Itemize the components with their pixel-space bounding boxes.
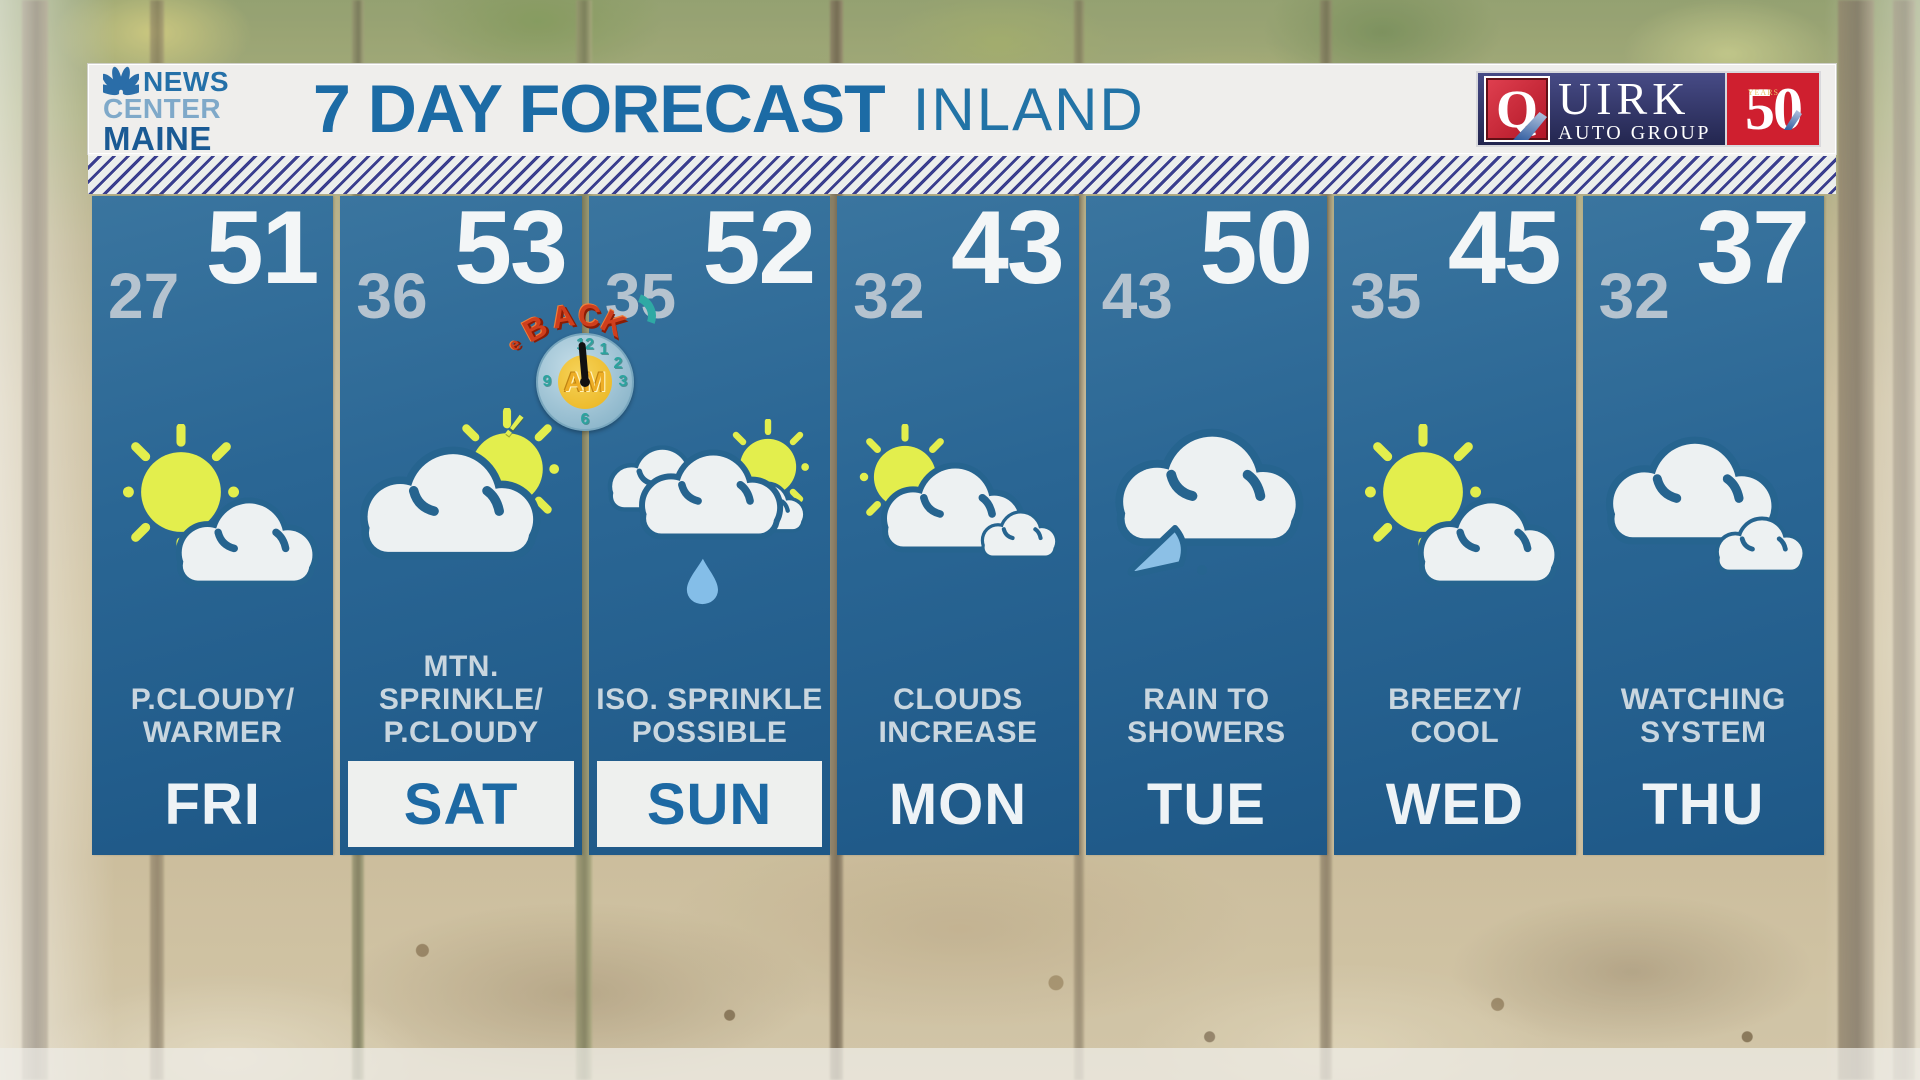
day-label: WED xyxy=(1385,771,1525,837)
cloud-rain-icon xyxy=(1086,350,1327,683)
clock-face-icon: 12 1 2 3 6 9 AM xyxy=(536,333,634,431)
high-temp: 51 xyxy=(205,190,320,306)
hatched-divider xyxy=(88,154,1836,194)
low-temp: 27 xyxy=(108,260,180,332)
arc-letter: A xyxy=(549,297,578,336)
quirk-q-icon: Q xyxy=(1484,76,1551,142)
day-label: SUN xyxy=(596,761,823,847)
day-label: TUE xyxy=(1146,771,1266,837)
condition-label: ISO. SPRINKLE POSSIBLE xyxy=(596,683,823,749)
day-panel-fri: 27 51 P.CLOUDY/ WARMER FRI xyxy=(92,190,334,855)
high-temp: 45 xyxy=(1447,190,1562,306)
fall-back-clock-badge: e B A C K 12 1 2 3 6 9 AM ! xyxy=(498,285,664,445)
low-temp: 35 xyxy=(604,260,677,332)
condition-label: MTN. SPRINKLE/ P.CLOUDY xyxy=(378,650,544,749)
station-name-center: CENTER xyxy=(103,93,222,125)
station-logo: NEWS CENTER MAINE xyxy=(103,64,299,157)
station-name-maine: MAINE xyxy=(103,119,212,157)
day-label: SAT xyxy=(348,761,574,847)
condition-label: WATCHING SYSTEM xyxy=(1620,683,1786,749)
condition-label: BREEZY/ COOL xyxy=(1388,683,1522,749)
condition-label: CLOUDS INCREASE xyxy=(878,683,1038,749)
sponsor-name: UIRK xyxy=(1558,72,1691,124)
sun-cloud-icon xyxy=(92,350,333,683)
clock-pivot xyxy=(580,377,590,387)
high-temp: 43 xyxy=(951,190,1065,306)
clouds-icon xyxy=(1583,350,1824,683)
day-label: MON xyxy=(888,771,1028,837)
quirk-50-badge: 50 YEARS xyxy=(1725,73,1819,145)
condition-label: RAIN TO SHOWERS xyxy=(1127,683,1286,749)
arc-letter: B xyxy=(516,307,554,350)
clock-number: 9 xyxy=(542,373,552,390)
region-label: INLAND xyxy=(912,75,1145,143)
low-temp: 35 xyxy=(1350,260,1422,332)
day-panel-sat: 36 53 MTN. SPRINKLE/ P.CLOUDY SAT xyxy=(340,190,582,855)
condition-label: P.CLOUDY/ WARMER xyxy=(130,683,295,749)
nbc-peacock-icon xyxy=(103,66,139,96)
day-panel-wed: 35 45 BREEZY/ COOL WED xyxy=(1334,190,1576,855)
forecast-panels: 27 51 P.CLOUDY/ WARMER FRI 36 53 MTN. SPRI… xyxy=(92,196,1824,855)
clock-number: 1 xyxy=(599,341,609,358)
anniversary-number: 50 xyxy=(1745,75,1803,142)
sponsor-logo: Q UIRK AUTO GROUP 50 YEARS xyxy=(1476,71,1821,147)
bottom-band xyxy=(0,1048,1920,1080)
low-temp: 32 xyxy=(853,260,925,332)
sun-clouds-icon xyxy=(837,350,1078,683)
clock-number: 6 xyxy=(580,411,590,428)
day-label: FRI xyxy=(164,771,261,837)
day-panel-mon: 32 43 CLOUDS INCREASE MON xyxy=(837,190,1079,855)
day-panel-thu: 32 37 WATCHING SYSTEM THU xyxy=(1582,190,1824,855)
sponsor-subtitle: AUTO GROUP xyxy=(1558,121,1711,144)
day-panel-sun: 35 52 ISO. SPRINKLE POSSIBLE SUN xyxy=(588,190,831,855)
header-bar: NEWS CENTER MAINE 7 DAY FORECAST INLAND … xyxy=(88,64,1836,157)
day-panel-tue: 43 50 RAIN TO SHOWERS TUE xyxy=(1085,190,1328,855)
day-label: THU xyxy=(1642,771,1765,837)
page-title: 7 DAY FORECAST xyxy=(313,71,886,147)
clock-number: 3 xyxy=(618,373,628,390)
clock-number: 2 xyxy=(613,355,623,372)
station-name-news: NEWS xyxy=(143,66,229,98)
high-temp: 53 xyxy=(454,190,568,306)
high-temp: 52 xyxy=(702,190,817,306)
high-temp: 50 xyxy=(1199,190,1313,306)
anniversary-label: YEARS xyxy=(1747,88,1779,97)
low-temp: 43 xyxy=(1101,260,1173,332)
quirk-name-block: Q UIRK AUTO GROUP xyxy=(1478,73,1725,145)
high-temp: 37 xyxy=(1696,190,1810,306)
low-temp: 36 xyxy=(356,260,428,332)
low-temp: 32 xyxy=(1598,260,1670,332)
sun-cloud-icon xyxy=(1334,350,1575,683)
